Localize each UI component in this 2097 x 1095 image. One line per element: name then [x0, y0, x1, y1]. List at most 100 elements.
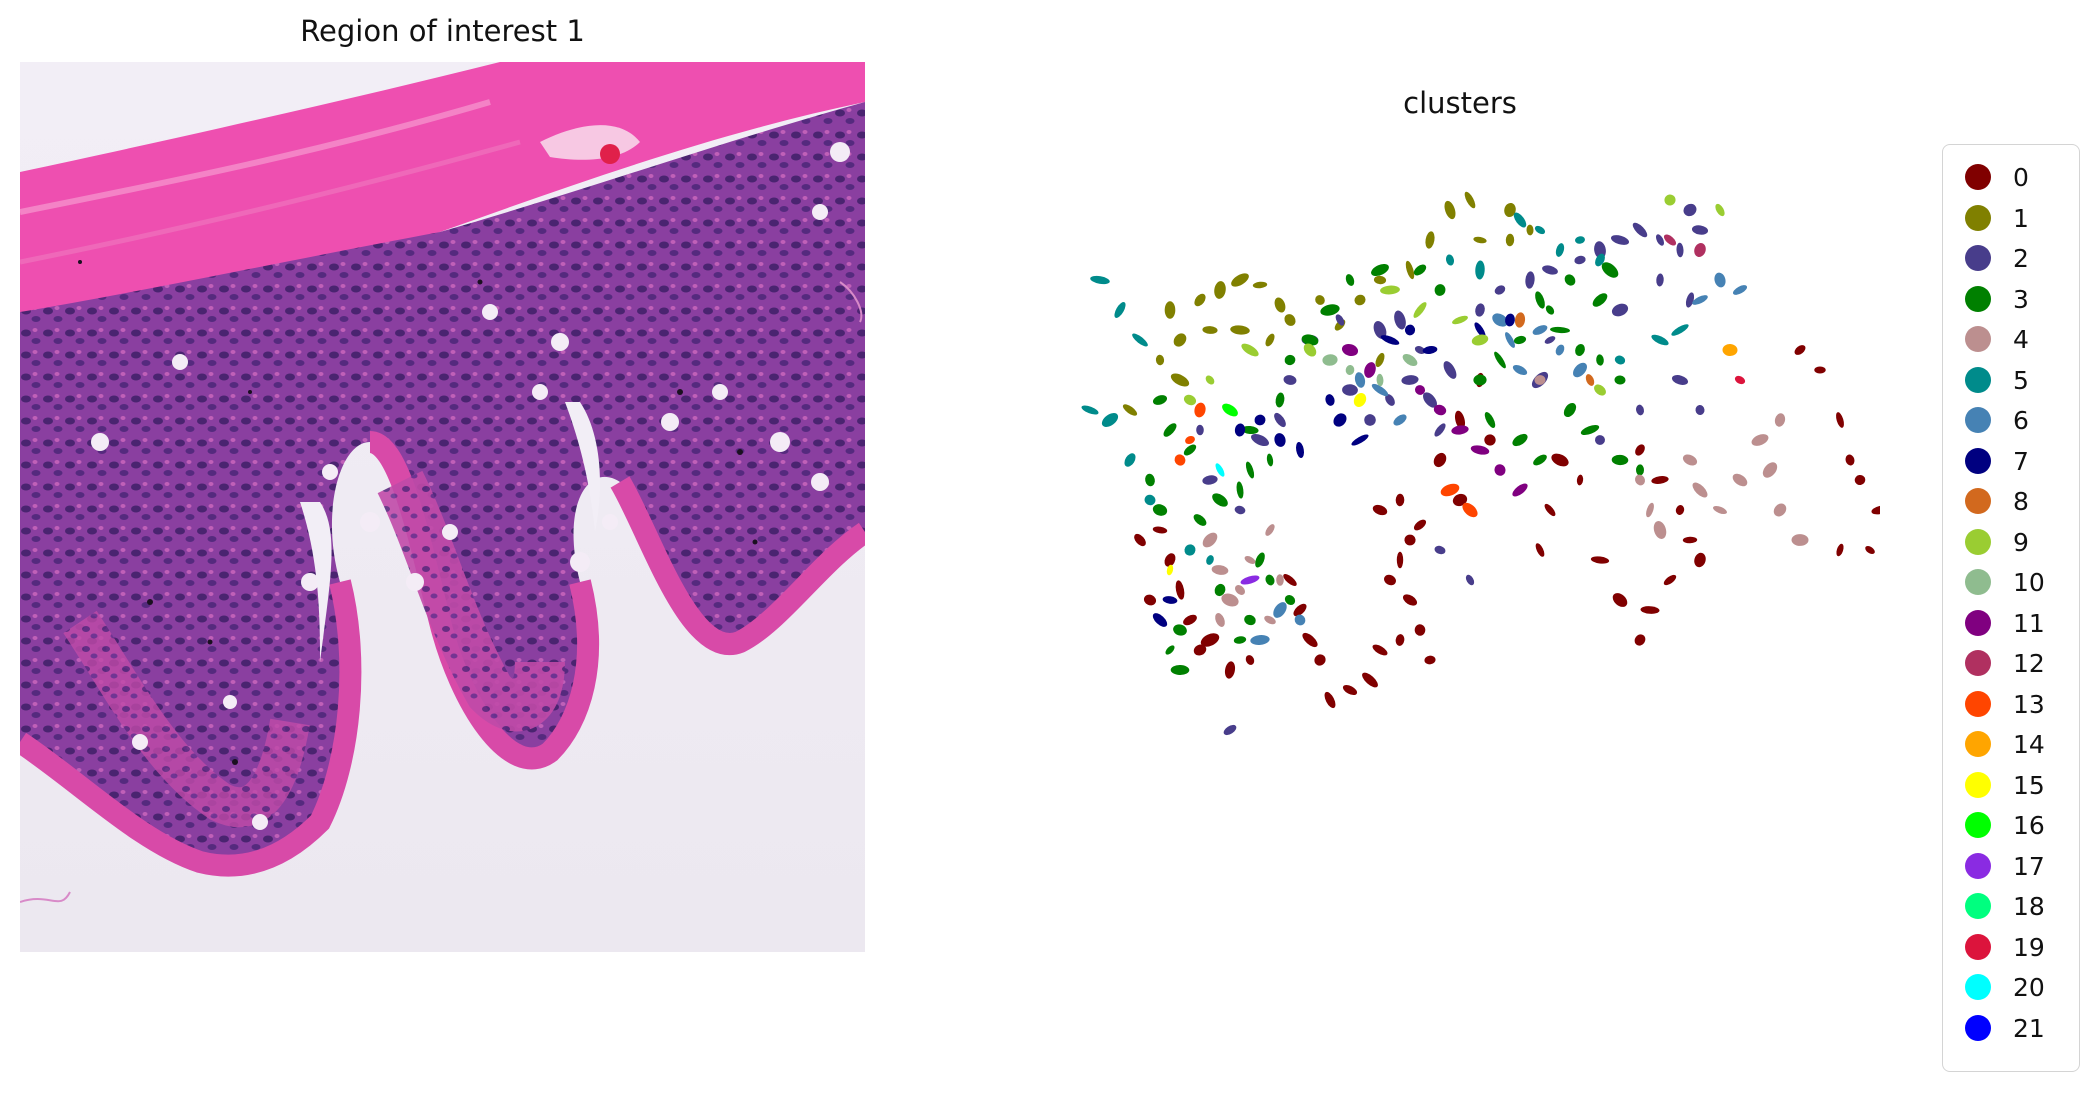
nucleus-point	[1513, 212, 1527, 228]
nucleus-point	[1335, 314, 1345, 326]
nucleus-point	[1451, 425, 1469, 435]
legend-label: 20	[2013, 973, 2045, 1002]
nucleus-point	[1692, 295, 1708, 305]
nucleus-point	[1152, 504, 1168, 516]
series-cluster-6	[1250, 272, 1748, 645]
nucleus-point	[1283, 375, 1297, 385]
nucleus-point	[1152, 526, 1168, 534]
nucleus-point	[1595, 435, 1605, 445]
nucleus-point	[1713, 505, 1727, 515]
nucleus-point	[1230, 325, 1250, 335]
legend-marker-9	[1965, 528, 1991, 555]
nucleus-point	[1314, 654, 1326, 666]
nucleus-point	[1174, 454, 1186, 466]
legend-marker-2	[1965, 245, 1991, 271]
nucleus-point	[1223, 724, 1237, 736]
series-cluster-19	[1734, 375, 1746, 385]
he-tissue-image	[20, 62, 865, 952]
nucleus-point	[1164, 301, 1176, 319]
nucleus-point	[1393, 414, 1407, 426]
nucleus-point	[1635, 444, 1645, 456]
legend-item-12: 12	[1943, 643, 2073, 683]
series-cluster-15	[1166, 393, 1367, 576]
nucleus-point	[1714, 272, 1726, 288]
series-cluster-11	[1341, 343, 1528, 497]
nucleus-point	[1762, 462, 1778, 478]
nucleus-point	[1351, 434, 1369, 446]
nucleus-point	[1341, 343, 1359, 357]
nucleus-point	[1134, 533, 1146, 547]
nucleus-point	[1244, 555, 1256, 565]
nucleus-point	[1535, 291, 1545, 309]
nucleus-point	[1443, 361, 1457, 379]
nucleus-point	[1214, 583, 1226, 597]
nucleus-point	[1274, 297, 1286, 313]
nucleus-point	[1265, 574, 1275, 586]
nucleus-point	[1683, 203, 1697, 217]
legend-label: 14	[2013, 730, 2045, 759]
nucleus-point	[1423, 392, 1437, 408]
nucleus-point	[1194, 402, 1206, 418]
legend-label: 10	[2013, 568, 2045, 597]
nucleus-point	[1424, 655, 1436, 665]
nucleus-point	[1414, 385, 1426, 395]
legend-marker-4	[1965, 326, 1991, 352]
nucleus-point	[1372, 504, 1388, 516]
nucleus-point	[1534, 375, 1546, 385]
nucleus-point	[1532, 325, 1548, 335]
legend-marker-11	[1965, 609, 1991, 636]
legend-item-8: 8	[1943, 481, 2073, 521]
nucleus-point	[1245, 655, 1255, 665]
nucleus-point	[1465, 574, 1475, 586]
nucleus-point	[1284, 354, 1296, 366]
legend-label: 19	[2013, 932, 2045, 962]
nucleus-point	[1240, 575, 1260, 585]
nucleus-point	[1375, 352, 1385, 368]
series-cluster-0	[1134, 345, 1880, 709]
nucleus-point	[1264, 615, 1276, 625]
legend-item-4: 4	[1943, 319, 2073, 359]
nucleus-point	[1653, 521, 1667, 539]
nucleus-point	[1274, 433, 1286, 447]
nucleus-point	[1464, 191, 1476, 209]
nucleus-point	[1315, 295, 1325, 305]
nucleus-point	[1185, 435, 1195, 445]
nucleus-point	[1345, 365, 1355, 375]
series-cluster-3	[1145, 262, 1645, 676]
nucleus-point	[1413, 302, 1427, 318]
legend-item-20: 20	[1943, 967, 2073, 1007]
nucleus-point	[1640, 606, 1660, 614]
nucleus-point	[1184, 544, 1196, 556]
legend-marker-12	[1965, 650, 1991, 676]
nucleus-point	[1241, 343, 1259, 357]
nucleus-point	[1196, 424, 1204, 436]
nucleus-point	[1233, 636, 1247, 644]
nucleus-point	[1434, 284, 1446, 296]
nucleus-point	[1422, 345, 1438, 355]
nucleus-point	[1380, 285, 1400, 295]
nucleus-point	[1473, 236, 1487, 244]
nucleus-point	[1284, 314, 1296, 326]
legend-item-7: 7	[1943, 441, 2073, 481]
legend-label: 13	[2013, 689, 2045, 719]
legend-label: 21	[2013, 1013, 2045, 1043]
nucleus-point	[1610, 235, 1630, 245]
nucleus-point	[1773, 503, 1787, 517]
nucleus-point	[1612, 593, 1628, 607]
nucleus-point	[1252, 281, 1268, 289]
nucleus-point	[1214, 281, 1226, 299]
nucleus-point	[1836, 543, 1844, 557]
legend-marker-21	[1965, 1014, 1991, 1041]
nucleus-point	[1231, 273, 1249, 287]
nucleus-point	[1575, 344, 1585, 356]
nucleus-point	[1534, 225, 1546, 235]
legend-item-11: 11	[1943, 603, 2073, 643]
series-cluster-1	[1122, 191, 1534, 416]
series-cluster-12	[1663, 234, 1706, 257]
nucleus-point	[1505, 233, 1515, 247]
nucleus-point	[1575, 236, 1585, 244]
nucleus-point	[1651, 476, 1669, 484]
nucleus-point	[1551, 453, 1569, 467]
nucleus-point	[1215, 613, 1225, 627]
legend-label: 11	[2013, 608, 2045, 638]
